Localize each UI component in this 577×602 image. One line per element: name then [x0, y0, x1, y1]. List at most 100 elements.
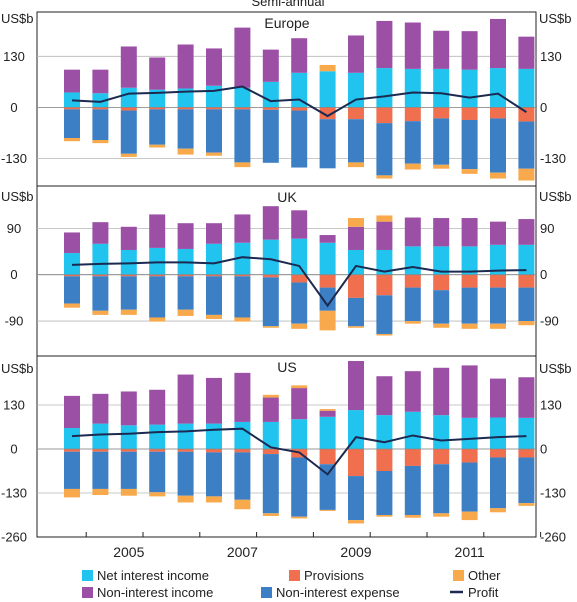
- bar-non-interest-expense-2006-h2: [234, 276, 251, 318]
- legend-label-non-interest-expense: Non-interest expense: [276, 585, 400, 600]
- x-tick-label: 2007: [227, 544, 258, 560]
- bar-non-interest-income-2010-h2: [461, 218, 478, 247]
- bar-other-2011-h1: [490, 508, 506, 513]
- bar-provisions-2010-h2: [461, 107, 478, 120]
- y-tick-label-right: 0: [540, 100, 547, 115]
- bar-non-interest-income-2009-h2: [404, 217, 421, 247]
- bar-net-interest-income-2009-h2: [404, 411, 421, 449]
- bar-other-2007-h1: [262, 326, 279, 328]
- bar-provisions-2010-h2: [461, 274, 478, 288]
- bar-other-2010-h2: [461, 323, 478, 329]
- bar-provisions-2006-h1: [206, 107, 222, 110]
- bar-net-interest-income-2007-h1: [262, 421, 279, 449]
- unit-label-left: US$b: [1, 189, 34, 204]
- bar-non-interest-expense-2009-h2: [404, 465, 421, 515]
- bar-other-2011-h2: [518, 321, 535, 326]
- bar-other-2004-h1: [92, 310, 109, 315]
- bar-provisions-2008-h2: [348, 107, 364, 120]
- bar-other-2005-h2: [177, 148, 194, 155]
- panel-us: 130 130 0 0 -130 -130 -260 -260 US$b US$b US: [1, 355, 572, 545]
- bar-provisions-2005-h2: [177, 107, 194, 110]
- bar-other-2011-h2: [518, 168, 535, 181]
- bar-net-interest-income-2011-h2: [518, 417, 535, 449]
- bar-non-interest-expense-2010-h2: [461, 119, 478, 170]
- bar-provisions-2006-h2: [234, 107, 251, 110]
- bar-non-interest-income-2003-h2: [64, 69, 80, 93]
- bar-non-interest-expense-2007-h1: [262, 277, 279, 327]
- bar-net-interest-income-2008-h1: [319, 416, 336, 449]
- bar-non-interest-income-2004-h1: [92, 69, 109, 94]
- bar-non-interest-expense-2010-h1: [433, 290, 450, 324]
- bar-net-interest-income-2010-h1: [433, 246, 450, 275]
- bar-non-interest-expense-2011-h1: [490, 118, 506, 173]
- y-tick-label-left: -130: [1, 151, 27, 166]
- bar-other-2008-h2: [348, 162, 364, 168]
- bar-non-interest-income-2008-h1: [319, 235, 336, 243]
- bar-non-interest-income-2003-h2: [64, 395, 80, 429]
- bar-provisions-2011-h2: [518, 107, 535, 122]
- bar-net-interest-income-2011-h2: [518, 68, 535, 108]
- bar-net-interest-income-2004-h1: [92, 93, 109, 108]
- bar-non-interest-expense-2005-h2: [177, 109, 194, 149]
- bar-non-interest-expense-2006-h1: [206, 452, 222, 497]
- bar-non-interest-income-2007-h2: [291, 38, 308, 73]
- bar-other-2006-h1: [206, 152, 222, 156]
- bar-non-interest-expense-2008-h1: [319, 464, 336, 510]
- bar-net-interest-income-2008-h2: [348, 249, 364, 275]
- panel-frame-us: [36, 355, 537, 538]
- legend-label-profit: Profit: [468, 585, 499, 600]
- bar-provisions-2004-h1: [92, 107, 109, 110]
- bar-provisions-2011-h2: [518, 449, 535, 458]
- bar-provisions-2008-h1: [319, 274, 336, 288]
- legend-swatch-net-interest-income: [82, 570, 93, 581]
- bar-non-interest-income-2005-h1: [149, 389, 166, 425]
- bar-non-interest-income-2006-h2: [234, 27, 251, 88]
- bar-non-interest-expense-2010-h1: [433, 464, 450, 514]
- bar-non-interest-expense-2003-h2: [64, 451, 80, 489]
- bar-non-interest-income-2005-h2: [177, 44, 194, 89]
- bar-other-2007-h2: [291, 516, 308, 519]
- bar-non-interest-expense-2007-h2: [291, 282, 308, 324]
- bar-non-interest-income-2007-h2: [291, 388, 308, 420]
- bar-other-2004-h1: [92, 140, 109, 144]
- bar-non-interest-income-2009-h1: [376, 20, 393, 69]
- bar-other-2008-h1: [319, 509, 336, 511]
- bar-net-interest-income-2005-h1: [149, 424, 166, 449]
- bar-non-interest-income-2010-h1: [433, 30, 450, 69]
- bar-other-2009-h1: [376, 215, 393, 222]
- bar-non-interest-income-2007-h2: [291, 210, 308, 239]
- bar-other-2008-h2: [348, 218, 364, 227]
- bar-non-interest-income-2004-h2: [120, 226, 137, 250]
- bar-net-interest-income-2008-h1: [319, 242, 336, 275]
- bar-non-interest-income-2008-h2: [348, 226, 364, 250]
- bar-provisions-2009-h1: [376, 449, 393, 471]
- bar-non-interest-income-2008-h2: [348, 361, 364, 411]
- bar-non-interest-expense-2008-h2: [348, 297, 364, 327]
- bar-non-interest-expense-2010-h2: [461, 287, 478, 324]
- bar-provisions-2006-h2: [234, 449, 251, 453]
- bar-net-interest-income-2010-h2: [461, 417, 478, 449]
- bar-other-2003-h2: [64, 138, 80, 142]
- bar-other-2009-h2: [404, 515, 421, 518]
- bar-net-interest-income-2010-h1: [433, 415, 450, 449]
- bar-non-interest-expense-2004-h1: [92, 276, 109, 311]
- bar-other-2005-h1: [149, 317, 166, 322]
- bar-non-interest-expense-2009-h2: [404, 121, 421, 164]
- bar-net-interest-income-2005-h2: [177, 88, 194, 108]
- bar-net-interest-income-2004-h2: [120, 87, 137, 108]
- bar-other-2008-h1: [319, 64, 336, 72]
- unit-label-left: US$b: [1, 361, 34, 376]
- bar-provisions-2010-h1: [433, 449, 450, 465]
- bar-net-interest-income-2010-h1: [433, 68, 450, 108]
- y-tick-label-right: 0: [540, 442, 547, 457]
- bar-provisions-2004-h2: [120, 107, 137, 111]
- bar-provisions-2007-h1: [262, 107, 279, 110]
- bar-provisions-2010-h1: [433, 107, 450, 119]
- bar-non-interest-income-2011-h1: [490, 221, 506, 245]
- bar-net-interest-income-2006-h2: [234, 242, 251, 275]
- bar-non-interest-expense-2006-h1: [206, 109, 222, 153]
- bar-non-interest-expense-2004-h1: [92, 451, 109, 489]
- panel-title-backing: [275, 359, 299, 375]
- bar-net-interest-income-2011-h1: [490, 68, 506, 108]
- bar-other-2007-h1: [262, 513, 279, 517]
